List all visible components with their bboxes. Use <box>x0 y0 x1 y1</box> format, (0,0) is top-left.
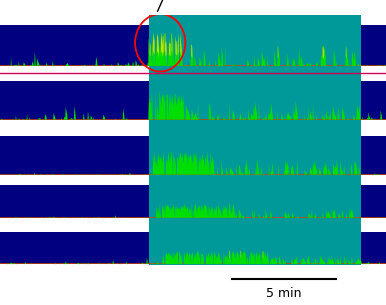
Bar <box>149 185 361 218</box>
Bar <box>0 231 386 264</box>
Bar <box>149 81 361 120</box>
Bar <box>149 25 361 66</box>
Bar <box>0 185 386 218</box>
Bar <box>0 81 386 120</box>
Bar <box>149 136 361 175</box>
Bar <box>149 231 361 264</box>
Text: Phase III: Phase III <box>144 0 196 12</box>
Text: 5 min: 5 min <box>266 287 301 300</box>
Bar <box>0 25 386 66</box>
Bar <box>0 136 386 175</box>
Bar <box>149 15 361 265</box>
